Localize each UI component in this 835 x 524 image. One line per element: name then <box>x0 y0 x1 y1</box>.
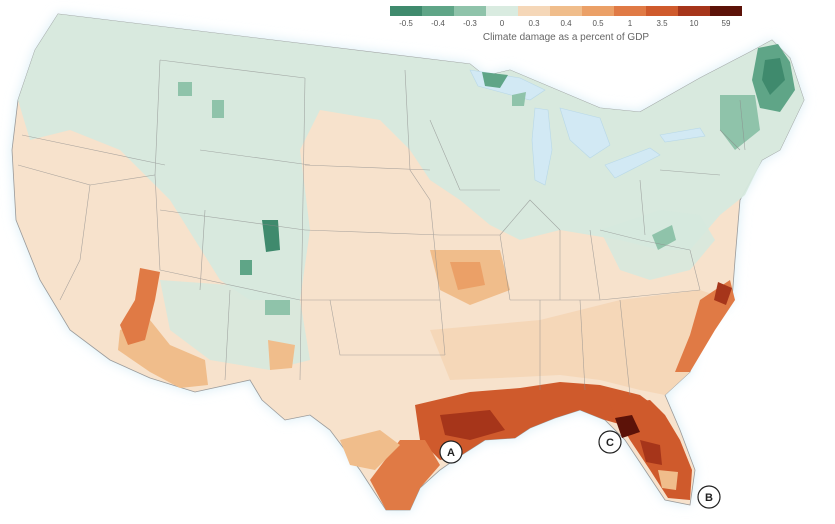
damage-patch-colorado-river <box>120 268 160 345</box>
marker-b: B <box>697 485 721 509</box>
marker-a-label: A <box>447 447 455 459</box>
legend-swatch <box>550 6 582 16</box>
legend-tick-label: 3.5 <box>656 19 668 28</box>
marker-a: A <box>439 440 463 464</box>
legend-tick-label: -0.4 <box>431 19 445 28</box>
damage-patch-missouri-core <box>450 262 485 290</box>
gain-patch-maine-core <box>762 58 785 95</box>
damage-patch-texas-inland <box>340 430 400 470</box>
damage-patch-outer-banks <box>714 282 732 305</box>
damage-patch-south-florida <box>658 470 678 490</box>
legend-swatch <box>422 6 454 16</box>
legend-tick-label: 1 <box>627 19 633 28</box>
lake-michigan <box>531 107 553 186</box>
damage-patch-carolinas-coast <box>675 280 735 372</box>
marker-c: C <box>598 430 622 454</box>
legend-ticks: -0.5 -0.4 -0.3 0 0.3 0.4 0.5 1 3.5 10 59 <box>390 19 742 29</box>
state-borders <box>17 59 746 396</box>
marker-c-circle <box>598 430 622 454</box>
legend-tick-label: -0.5 <box>399 19 413 28</box>
legend-title: Climate damage as a percent of GDP <box>482 32 650 43</box>
legend-swatch <box>454 6 486 16</box>
legend-tick-label: 10 <box>689 19 699 28</box>
gain-patch-montana <box>178 82 192 96</box>
legend-swatch <box>518 6 550 16</box>
lake-erie <box>604 147 661 179</box>
gain-patch-new-england <box>720 95 760 150</box>
marker-c-label: C <box>606 437 614 449</box>
damage-band-gulf-coast <box>415 382 660 460</box>
damage-patch-tampa <box>640 440 662 465</box>
legend: -0.5 -0.4 -0.3 0 0.3 0.4 0.5 1 3.5 10 59 Climate d… <box>390 6 742 46</box>
marker-a-circle <box>439 440 463 464</box>
legend-swatch <box>646 6 678 16</box>
legend-tick-label: 59 <box>721 19 731 28</box>
marker-b-label: B <box>705 492 713 504</box>
gain-patch-colorado <box>262 220 280 252</box>
legend-tick-label: 0.5 <box>592 19 604 28</box>
marker-b-circle <box>697 485 721 509</box>
legend-tick-label: 0.3 <box>528 19 540 28</box>
legend-tick-label: -0.3 <box>463 19 477 28</box>
legend-swatch <box>710 6 742 16</box>
legend-swatch <box>486 6 518 16</box>
legend-swatch <box>582 6 614 16</box>
gain-patch-wisconsin <box>512 92 526 106</box>
gain-patch-minnesota <box>482 72 508 88</box>
gain-patch-idaho <box>212 100 224 118</box>
legend-tick-label: 0.4 <box>560 19 572 28</box>
gain-patch-utah <box>265 300 290 315</box>
gain-patch-colorado-2 <box>240 260 252 275</box>
legend-swatch <box>390 6 422 16</box>
lake-huron <box>559 107 611 159</box>
damage-patch-florida-bigbend <box>615 415 640 438</box>
legend-swatch <box>614 6 646 16</box>
lake-ontario <box>659 127 706 143</box>
legend-swatch <box>678 6 710 16</box>
damage-patch-new-mexico <box>268 340 295 370</box>
damage-band-southeast <box>430 290 730 395</box>
legend-tick-label: 0 <box>499 19 505 28</box>
legend-color-scale <box>390 6 742 16</box>
damage-band-louisiana-core <box>440 410 505 440</box>
